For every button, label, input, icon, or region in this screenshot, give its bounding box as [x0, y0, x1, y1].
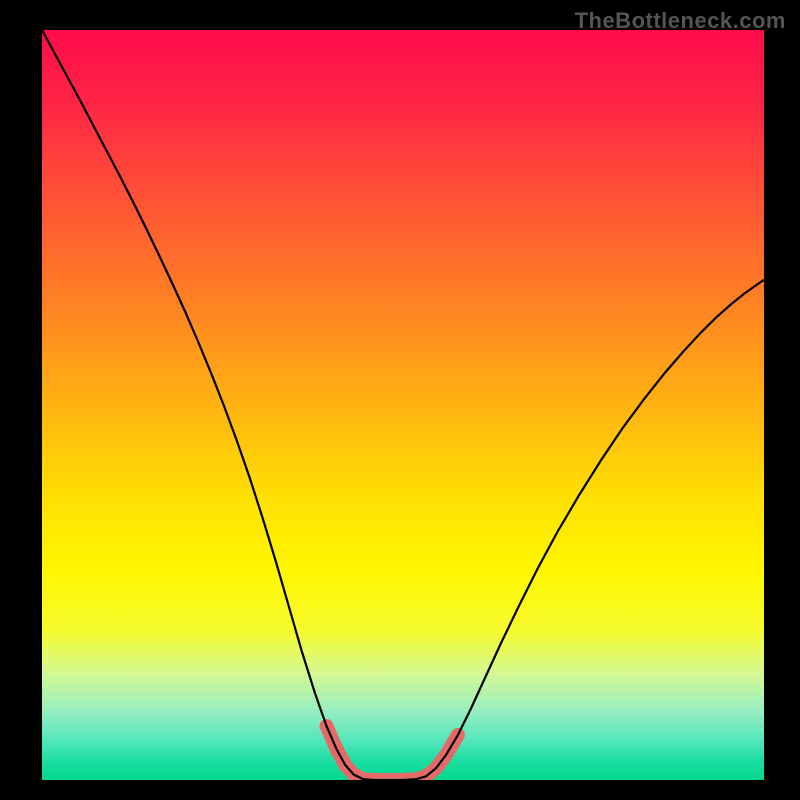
chart-container: TheBottleneck.com: [0, 0, 800, 800]
bottleneck-chart: [0, 0, 800, 800]
watermark-label: TheBottleneck.com: [575, 8, 786, 34]
heat-gradient-background: [42, 30, 764, 780]
